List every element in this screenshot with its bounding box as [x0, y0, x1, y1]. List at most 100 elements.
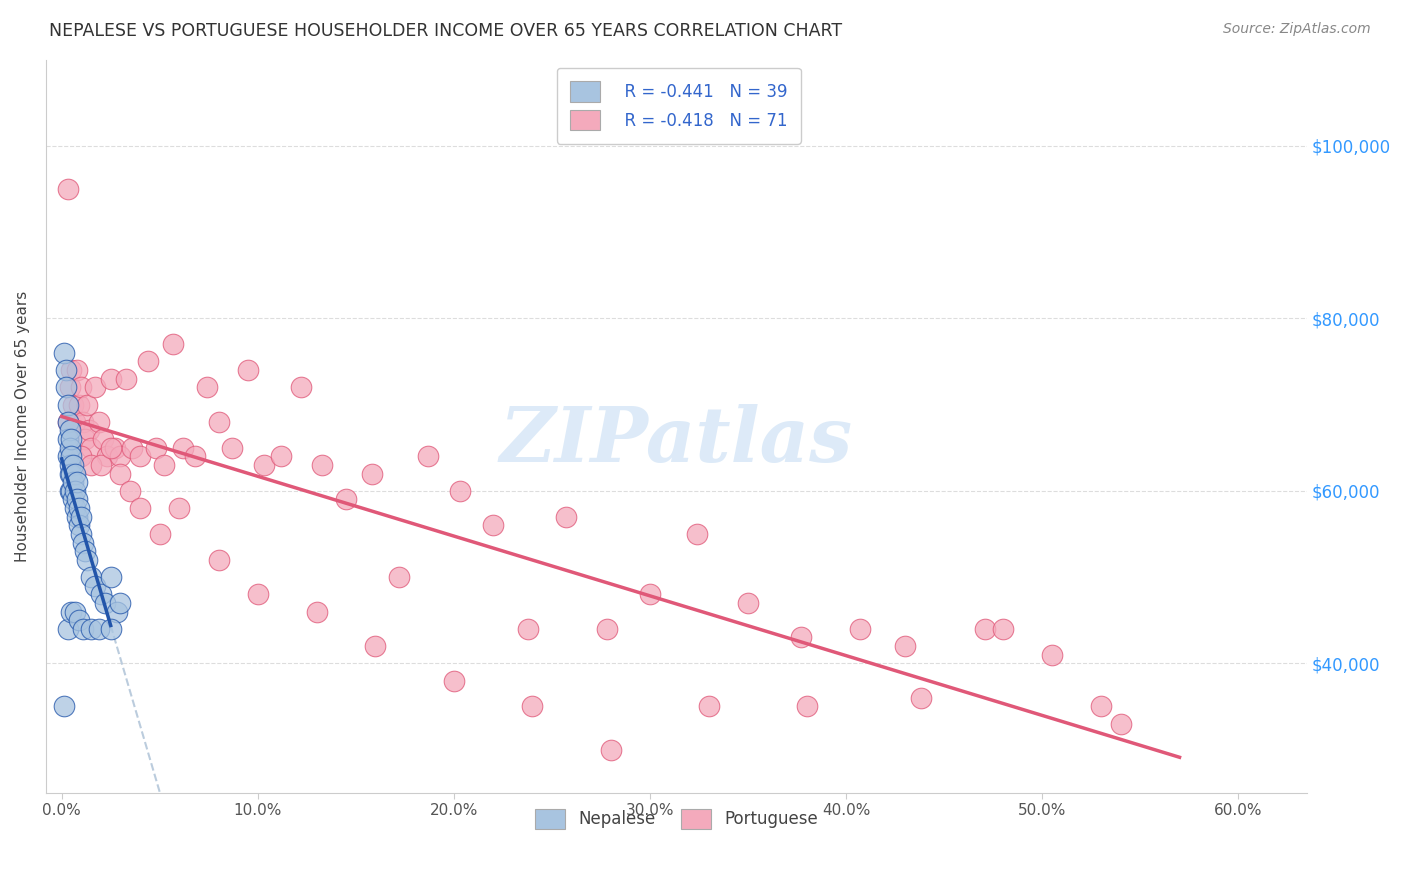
Point: [67, 501, 90, 516]
Point: [162, 337, 184, 351]
Point: [449, 483, 471, 498]
Point: [110, 450, 132, 464]
Point: [104, 441, 127, 455]
Point: [115, 372, 138, 386]
Point: [697, 699, 720, 714]
Point: [80, 441, 103, 455]
Point: [60, 467, 83, 481]
Point: [56, 415, 79, 429]
Point: [72, 535, 94, 549]
Point: [70, 509, 93, 524]
Point: [52, 699, 75, 714]
Point: [443, 673, 465, 688]
Point: [172, 441, 194, 455]
Point: [66, 363, 89, 377]
Point: [58, 424, 80, 438]
Point: [60, 450, 83, 464]
Point: [105, 605, 128, 619]
Point: [66, 492, 89, 507]
Point: [221, 441, 243, 455]
Point: [1109, 716, 1132, 731]
Point: [100, 441, 122, 455]
Point: [65, 605, 87, 619]
Point: [129, 450, 152, 464]
Point: [290, 380, 312, 394]
Point: [58, 467, 80, 481]
Point: [311, 458, 333, 472]
Point: [56, 622, 79, 636]
Point: [65, 467, 87, 481]
Point: [129, 501, 152, 516]
Point: [169, 501, 191, 516]
Point: [849, 622, 872, 636]
Point: [87, 622, 110, 636]
Point: [75, 544, 97, 558]
Point: [80, 622, 103, 636]
Point: [894, 639, 917, 653]
Point: [58, 380, 80, 394]
Point: [638, 587, 661, 601]
Point: [737, 596, 759, 610]
Point: [87, 415, 110, 429]
Point: [100, 372, 122, 386]
Point: [60, 363, 83, 377]
Point: [100, 622, 122, 636]
Point: [65, 501, 87, 516]
Point: [90, 458, 112, 472]
Point: [76, 398, 98, 412]
Point: [56, 432, 79, 446]
Point: [58, 458, 80, 472]
Point: [62, 475, 84, 490]
Point: [246, 587, 269, 601]
Point: [66, 475, 89, 490]
Point: [56, 450, 79, 464]
Point: [686, 527, 709, 541]
Point: [120, 483, 142, 498]
Point: [65, 483, 87, 498]
Point: [136, 354, 159, 368]
Point: [388, 570, 411, 584]
Point: [55, 363, 77, 377]
Point: [110, 596, 132, 610]
Point: [149, 527, 172, 541]
Point: [66, 509, 89, 524]
Point: [910, 690, 932, 705]
Text: ZIPatlas: ZIPatlas: [501, 404, 853, 478]
Point: [305, 605, 328, 619]
Point: [60, 605, 83, 619]
Point: [62, 398, 84, 412]
Point: [482, 518, 505, 533]
Point: [96, 450, 118, 464]
Point: [236, 363, 259, 377]
Point: [790, 631, 813, 645]
Point: [56, 182, 79, 196]
Point: [56, 398, 79, 412]
Point: [67, 613, 90, 627]
Point: [62, 492, 84, 507]
Point: [91, 432, 114, 446]
Point: [60, 483, 83, 498]
Point: [418, 450, 440, 464]
Text: Source: ZipAtlas.com: Source: ZipAtlas.com: [1223, 22, 1371, 37]
Point: [58, 441, 80, 455]
Point: [991, 622, 1014, 636]
Point: [1090, 699, 1112, 714]
Point: [335, 492, 357, 507]
Point: [67, 518, 90, 533]
Point: [599, 742, 621, 756]
Point: [55, 380, 77, 394]
Point: [75, 432, 97, 446]
Point: [184, 450, 207, 464]
Point: [152, 458, 174, 472]
Point: [56, 415, 79, 429]
Point: [207, 415, 229, 429]
Point: [70, 527, 93, 541]
Point: [72, 622, 94, 636]
Point: [195, 380, 218, 394]
Point: [110, 467, 132, 481]
Point: [145, 441, 167, 455]
Point: [76, 553, 98, 567]
Point: [60, 432, 83, 446]
Point: [70, 450, 93, 464]
Point: [80, 570, 103, 584]
